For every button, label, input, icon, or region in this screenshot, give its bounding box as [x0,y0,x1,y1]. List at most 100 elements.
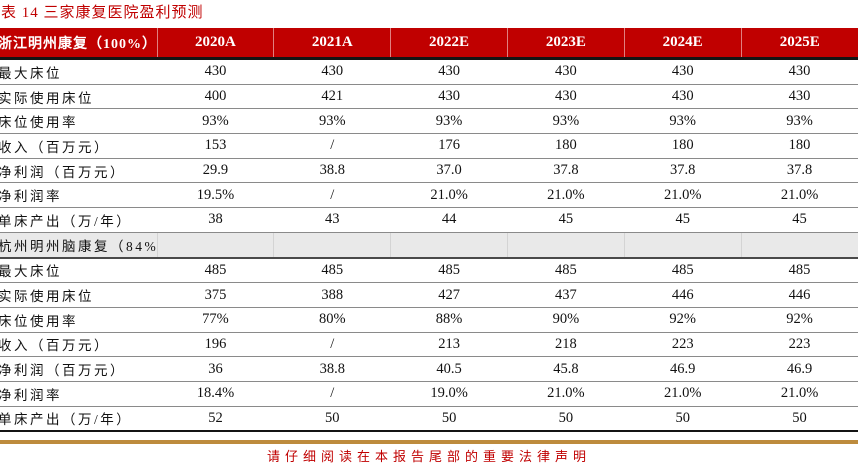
row-label: 净利润率 [0,381,158,407]
row-label: 最大床位 [0,257,158,284]
header-cell-year: 2025E [740,28,858,60]
table-row: 实际使用床位 400 421 430 430 430 430 [0,84,858,110]
table-row: 最大床位 430 430 430 430 430 430 [0,58,858,85]
table-row: 收入（百万元） 196/213 218 223 223 [0,332,858,358]
table-cell: 50 [273,406,391,433]
table-cell: 388 [273,282,391,308]
table-cell: 421 [273,84,391,110]
table-cell: 430 [741,84,858,110]
table-cell: / [273,133,391,159]
header-cell-entity: 浙江明州康复（100%） [0,28,158,60]
table-cell: 37.8 [624,158,742,184]
table-cell: 153 [157,133,274,159]
table-header: 浙江明州康复（100%） 2020A 2021A 2022E 2023E 202… [0,28,858,60]
table-cell: 213 [390,332,508,358]
table-cell: 485 [390,257,508,284]
table-cell: 45.8 [507,356,625,382]
table-cell: 37.0 [390,158,508,184]
table-row: 净利润（百万元） 29.9 38.8 37.0 37.8 37.8 37.8 [0,158,858,184]
row-label: 收入（百万元） [0,133,158,159]
table-cell: 21.0% [390,182,508,209]
table-cell: 21.0% [741,182,858,209]
table-cell: 196 [157,332,274,358]
table-cell: 180 [507,133,625,159]
row-label: 单床产出（万/年） [0,207,158,233]
table-cell: 218 [507,332,625,358]
forecast-table: 浙江明州康复（100%） 2020A 2021A 2022E 2023E 202… [0,28,858,433]
table-cell: 430 [390,58,508,85]
header-row: 浙江明州康复（100%） 2020A 2021A 2022E 2023E 202… [0,28,858,60]
table-row: 最大床位 485 485 485 485 485 485 [0,257,858,284]
table-cell: 485 [624,257,742,284]
table-cell: 93% [507,108,625,135]
table-cell: 36 [157,356,274,382]
table-row: 单床产出（万/年） 52 50 50 50 50 50 [0,406,858,433]
header-cell-year: 2020A [156,28,274,60]
table-cell: 485 [741,257,858,284]
table-cell: 375 [157,282,274,308]
header-cell-year: 2024E [623,28,742,60]
row-label: 实际使用床位 [0,84,158,110]
table-title: 表 14 三家康复医院盈利预测 [1,5,204,21]
table-row: 收入（百万元） 153/176 180 180 180 [0,133,858,159]
table-cell: 400 [157,84,274,110]
table-cell: 88% [390,307,508,333]
table-cell: 46.9 [741,356,858,382]
table-cell: 427 [390,282,508,308]
table-cell: 44 [390,207,508,233]
table-cell: 93% [157,108,274,135]
table-cell: 46.9 [624,356,742,382]
report-page: { "title": "表 14 三家康复医院盈利预测", "table": {… [0,3,858,464]
table-row: 床位使用率 93% 93% 93% 93% 93% 93% [0,108,858,135]
table-cell: 90% [507,307,625,333]
table-cell: 485 [507,257,625,284]
table-cell: 223 [741,332,858,358]
table-cell: 19.5% [157,182,274,209]
table-cell: 50 [390,406,508,433]
row-label: 床位使用率 [0,307,158,333]
row-label: 单床产出（万/年） [0,406,158,433]
footer-disclaimer: 请仔细阅读在本报告尾部的重要法律声明 [266,449,591,464]
row-label: 净利润（百万元） [0,356,158,382]
table-cell: 21.0% [741,381,858,407]
table-cell: 38.8 [273,356,391,382]
table-cell: / [273,332,391,358]
table-cell: 77% [157,307,274,333]
table-cell: 430 [273,58,391,85]
table-cell: 446 [624,282,742,308]
table-cell: 37.8 [741,158,858,184]
table-cell: 45 [741,207,858,233]
table-cell: 430 [624,58,742,85]
table-row: 净利润（百万元） 36 38.8 40.5 45.8 46.9 46.9 [0,356,858,382]
table-cell: 80% [273,307,391,333]
table-cell: 93% [624,108,742,135]
table-cell: 93% [741,108,858,135]
header-cell-year: 2022E [390,28,508,60]
table-row: 实际使用床位 375 388 427 437 446 446 [0,282,858,308]
section-header-cell [740,232,858,259]
table-cell: 430 [507,58,625,85]
table-cell: 446 [741,282,858,308]
section-header-row: 杭州明州脑康复（84%） [0,232,858,259]
table-cell: 43 [273,207,391,233]
table-cell: 437 [507,282,625,308]
section-header-cell [156,232,274,259]
table-cell: 430 [741,58,858,85]
table-cell: 52 [157,406,274,433]
table-cell: 45 [624,207,742,233]
row-label: 收入（百万元） [0,332,158,358]
table-cell: 45 [507,207,625,233]
table-cell: 21.0% [507,182,625,209]
row-label: 最大床位 [0,58,158,85]
row-label: 实际使用床位 [0,282,158,308]
section-header-cell [506,232,625,259]
table-cell: 180 [741,133,858,159]
table-cell: 430 [507,84,625,110]
table-cell: / [273,381,391,407]
table-row: 单床产出（万/年） 38 43 44 45 45 45 [0,207,858,233]
table-cell: 176 [390,133,508,159]
table-cell: 430 [390,84,508,110]
table-cell: 485 [157,257,274,284]
section-header-cell [390,232,508,259]
table-cell: 40.5 [390,356,508,382]
